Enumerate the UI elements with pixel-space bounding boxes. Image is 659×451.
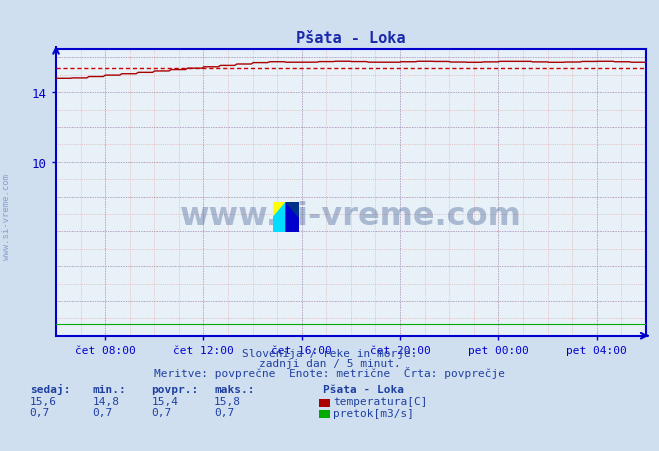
Text: maks.:: maks.: [214, 384, 254, 394]
Text: www.si-vreme.com: www.si-vreme.com [180, 200, 522, 231]
Polygon shape [273, 203, 286, 217]
Text: sedaj:: sedaj: [30, 383, 70, 394]
Text: 15,4: 15,4 [152, 396, 179, 405]
Text: povpr.:: povpr.: [152, 384, 199, 394]
Text: 0,7: 0,7 [152, 407, 172, 417]
Text: 0,7: 0,7 [92, 407, 113, 417]
Text: 15,8: 15,8 [214, 396, 241, 405]
Text: Pšata - Loka: Pšata - Loka [323, 384, 404, 394]
Text: www.si-vreme.com: www.si-vreme.com [2, 174, 11, 259]
Text: zadnji dan / 5 minut.: zadnji dan / 5 minut. [258, 358, 401, 368]
Text: Slovenija / reke in morje.: Slovenija / reke in morje. [242, 348, 417, 358]
Title: Pšata - Loka: Pšata - Loka [296, 31, 406, 46]
Text: 15,6: 15,6 [30, 396, 57, 405]
Text: temperatura[C]: temperatura[C] [333, 396, 428, 406]
Text: min.:: min.: [92, 384, 126, 394]
Text: 0,7: 0,7 [214, 407, 235, 417]
Polygon shape [286, 203, 299, 232]
Polygon shape [273, 203, 286, 232]
Polygon shape [286, 203, 299, 217]
Text: Meritve: povprečne  Enote: metrične  Črta: povprečje: Meritve: povprečne Enote: metrične Črta:… [154, 366, 505, 378]
Text: pretok[m3/s]: pretok[m3/s] [333, 408, 415, 418]
Text: 0,7: 0,7 [30, 407, 50, 417]
Text: 14,8: 14,8 [92, 396, 119, 405]
